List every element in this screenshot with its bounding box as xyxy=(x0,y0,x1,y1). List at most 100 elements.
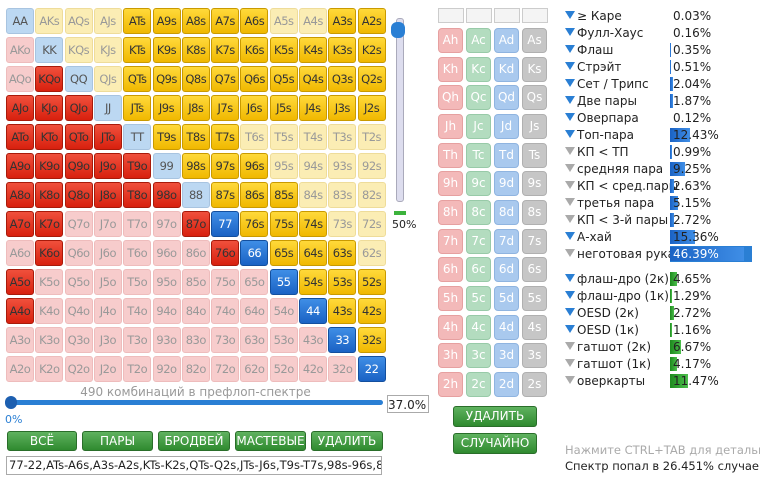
hand-cell[interactable]: KQo xyxy=(35,66,64,92)
card-button[interactable]: 2s xyxy=(522,372,547,398)
hand-cell[interactable]: K6o xyxy=(35,240,64,266)
hand-cell[interactable]: QJo xyxy=(64,95,93,121)
hand-cell[interactable]: A9o xyxy=(6,153,34,179)
hand-cell[interactable]: K9s xyxy=(152,37,181,63)
hand-cell[interactable]: T8s xyxy=(181,124,210,150)
hand-cell[interactable]: 44 xyxy=(299,298,327,324)
card-button[interactable]: Jh xyxy=(438,114,463,139)
hand-cell[interactable]: AKo xyxy=(6,37,34,63)
hand-cell[interactable]: J3o xyxy=(93,327,122,353)
hand-cell[interactable]: KTo xyxy=(35,124,64,150)
range-text-input[interactable]: 77-22,ATs-A6s,A3s-A2s,KTs-K2s,QTs-Q2s,JT… xyxy=(6,456,382,475)
range-button[interactable]: БРОДВЕЙ xyxy=(158,431,230,451)
hand-cell[interactable]: Q4o xyxy=(64,298,93,324)
card-button[interactable]: Ac xyxy=(466,28,491,53)
hand-cell[interactable]: 74s xyxy=(299,211,327,237)
hand-cell[interactable]: J6o xyxy=(93,240,122,266)
filter-icon[interactable] xyxy=(565,359,575,367)
hand-cell[interactable]: K5s xyxy=(269,37,298,63)
hand-cell[interactable]: 55 xyxy=(269,269,298,295)
filter-icon[interactable] xyxy=(565,198,575,206)
hand-cell[interactable]: 82s xyxy=(357,182,386,208)
hand-cell[interactable]: 86o xyxy=(181,240,210,266)
slider-value[interactable]: 37.0% xyxy=(387,395,429,413)
hand-cell[interactable]: 76s xyxy=(240,211,269,237)
hand-cell[interactable]: K2s xyxy=(357,37,386,63)
hand-cell[interactable]: A3o xyxy=(6,327,34,353)
hand-cell[interactable]: T2o xyxy=(123,356,152,382)
card-button[interactable]: 7d xyxy=(494,228,519,254)
hand-cell[interactable]: K2o xyxy=(35,356,64,382)
filter-icon[interactable] xyxy=(565,62,575,70)
card-button[interactable]: Ah xyxy=(438,28,463,53)
hand-cell[interactable]: K3s xyxy=(328,37,357,63)
hand-cell[interactable]: 95o xyxy=(152,269,181,295)
hand-cell[interactable]: KJs xyxy=(93,37,122,63)
card-button[interactable]: 3c xyxy=(466,343,491,369)
hand-cell[interactable]: K5o xyxy=(35,269,64,295)
range-button[interactable]: УДАЛИТЬ xyxy=(311,431,383,451)
card-button[interactable]: 8c xyxy=(466,200,491,226)
hand-cell[interactable]: 94o xyxy=(152,298,181,324)
hand-cell[interactable]: T4s xyxy=(299,124,327,150)
hand-cell[interactable]: 77 xyxy=(211,211,240,237)
card-button[interactable]: 4d xyxy=(494,314,519,340)
card-button[interactable]: 6d xyxy=(494,257,519,283)
card-button[interactable]: 4h xyxy=(438,314,463,340)
hand-cell[interactable]: Q6o xyxy=(64,240,93,266)
card-button[interactable]: Ks xyxy=(522,56,547,82)
card-button[interactable]: Kd xyxy=(494,56,519,82)
hand-cell[interactable]: Q8s xyxy=(181,66,210,92)
card-button[interactable]: 2d xyxy=(494,372,519,398)
hand-cell[interactable]: A7s xyxy=(211,8,240,34)
card-button[interactable]: 9h xyxy=(438,171,463,197)
card-button[interactable]: Qd xyxy=(494,85,519,111)
filter-icon[interactable] xyxy=(565,164,575,172)
range-button[interactable]: МАСТЕВЫЕ xyxy=(235,431,306,451)
hand-cell[interactable]: K3o xyxy=(35,327,64,353)
hand-cell[interactable]: AKs xyxy=(35,8,64,34)
hand-cell[interactable]: T9s xyxy=(152,124,181,150)
hand-cell[interactable]: 92o xyxy=(152,356,181,382)
hand-cell[interactable]: 96o xyxy=(152,240,181,266)
hand-cell[interactable]: 42s xyxy=(357,298,386,324)
hand-cell[interactable]: J2o xyxy=(93,356,122,382)
filter-icon[interactable] xyxy=(565,181,575,189)
hand-cell[interactable]: A4s xyxy=(299,8,327,34)
card-button[interactable]: 3d xyxy=(494,343,519,369)
hand-cell[interactable]: 72s xyxy=(357,211,386,237)
card-button[interactable]: 8d xyxy=(494,200,519,226)
hand-cell[interactable]: 97s xyxy=(211,153,240,179)
hand-cell[interactable]: AA xyxy=(6,8,34,34)
hand-cell[interactable]: JTo xyxy=(93,124,122,150)
hand-cell[interactable]: 63s xyxy=(328,240,357,266)
filter-icon[interactable] xyxy=(565,11,575,19)
card-button[interactable]: 3s xyxy=(522,343,547,369)
card-button[interactable]: 7s xyxy=(522,228,547,254)
hand-cell[interactable]: 63o xyxy=(240,327,269,353)
hand-cell[interactable]: K8o xyxy=(35,182,64,208)
hand-cell[interactable]: J9o xyxy=(93,153,122,179)
hand-cell[interactable]: A5o xyxy=(6,269,34,295)
hand-cell[interactable]: JTs xyxy=(123,95,152,121)
hand-cell[interactable]: Q5o xyxy=(64,269,93,295)
card-button[interactable]: 9s xyxy=(522,171,547,197)
hand-cell[interactable]: A3s xyxy=(328,8,357,34)
hand-cell[interactable]: 22 xyxy=(357,356,386,382)
hand-cell[interactable]: 82o xyxy=(181,356,210,382)
hand-cell[interactable]: T4o xyxy=(123,298,152,324)
hand-cell[interactable]: J4s xyxy=(299,95,327,121)
card-button[interactable]: Qh xyxy=(438,85,463,111)
range-button[interactable]: ВСЁ xyxy=(7,431,77,451)
hand-cell[interactable]: QJs xyxy=(93,66,122,92)
filter-icon[interactable] xyxy=(565,45,575,53)
filter-icon[interactable] xyxy=(565,376,575,384)
hand-cell[interactable]: T3s xyxy=(328,124,357,150)
hand-cell[interactable]: J7o xyxy=(93,211,122,237)
card-button[interactable]: 4s xyxy=(522,314,547,340)
hand-cell[interactable]: 85o xyxy=(181,269,210,295)
hand-cell[interactable]: 93o xyxy=(152,327,181,353)
hand-cell[interactable]: Q3o xyxy=(64,327,93,353)
hand-cell[interactable]: 73o xyxy=(211,327,240,353)
hand-cell[interactable]: A7o xyxy=(6,211,34,237)
